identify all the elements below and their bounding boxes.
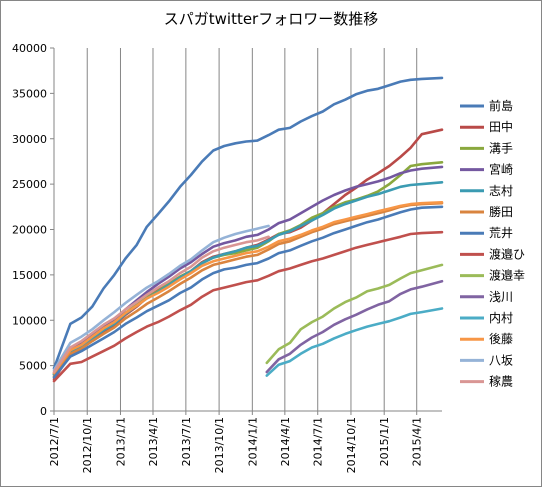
series-line	[52, 205, 444, 379]
x-tick-label: 2013/1/1	[114, 417, 127, 466]
y-tick-label: 40000	[12, 42, 47, 55]
x-tick-label: 2014/1/1	[246, 417, 259, 466]
y-tick-label: 30000	[12, 133, 47, 146]
legend-label: 宮崎	[489, 162, 513, 177]
legend-label: 前島	[489, 98, 513, 113]
legend-label: 内村	[489, 311, 513, 325]
x-tick-label: 2013/7/1	[180, 417, 193, 466]
legend-label: 渡邉ひ	[489, 246, 525, 261]
y-tick-label: 5000	[19, 360, 47, 373]
series-line	[52, 201, 444, 375]
series-line	[265, 263, 444, 365]
x-tick-label: 2014/10/1	[345, 417, 358, 473]
x-tick-label: 2012/10/1	[81, 417, 94, 473]
legend-label: 荒井	[489, 226, 513, 240]
y-tick-label: 35000	[12, 87, 47, 100]
series-line	[265, 307, 444, 377]
legend-label: 溝手	[489, 141, 513, 155]
y-tick-label: 15000	[12, 269, 47, 282]
legend-label: 浅川	[489, 290, 513, 304]
legend-label: 志村	[489, 184, 513, 198]
legend-label: 八坂	[489, 353, 513, 367]
series-line	[52, 76, 444, 370]
series-line	[265, 279, 444, 374]
axes: 0 5000 10000 15000 20000 25000 30000 35000 40000…	[12, 42, 442, 473]
x-tick-label: 2014/4/1	[279, 417, 292, 466]
series-lines	[52, 76, 444, 383]
x-tick-label: 2014/7/1	[312, 417, 325, 466]
x-tick-label: 2015/4/1	[411, 417, 424, 466]
legend-label: 田中	[489, 119, 513, 134]
series-line	[52, 224, 270, 372]
legend-label: 渡邉幸	[489, 268, 525, 283]
chart-title: スパガtwitterフォロワー数推移	[164, 10, 378, 28]
y-tick-label: 20000	[12, 224, 47, 237]
legend-label: 勝田	[489, 204, 513, 219]
x-tick-label: 2013/10/1	[213, 417, 226, 473]
y-tick-label: 0	[40, 405, 47, 418]
series-line	[52, 201, 444, 378]
series-line	[52, 230, 444, 383]
series-line	[52, 235, 270, 374]
legend-label: 後藤	[489, 332, 513, 346]
x-tick-label: 2015/1/1	[378, 417, 391, 466]
y-tick-label: 25000	[12, 178, 47, 191]
x-tick-label: 2012/7/1	[48, 417, 61, 466]
x-tick-label: 2013/4/1	[147, 417, 160, 466]
y-tick-label: 10000	[12, 314, 47, 327]
legend-label: 稼農	[489, 374, 513, 389]
